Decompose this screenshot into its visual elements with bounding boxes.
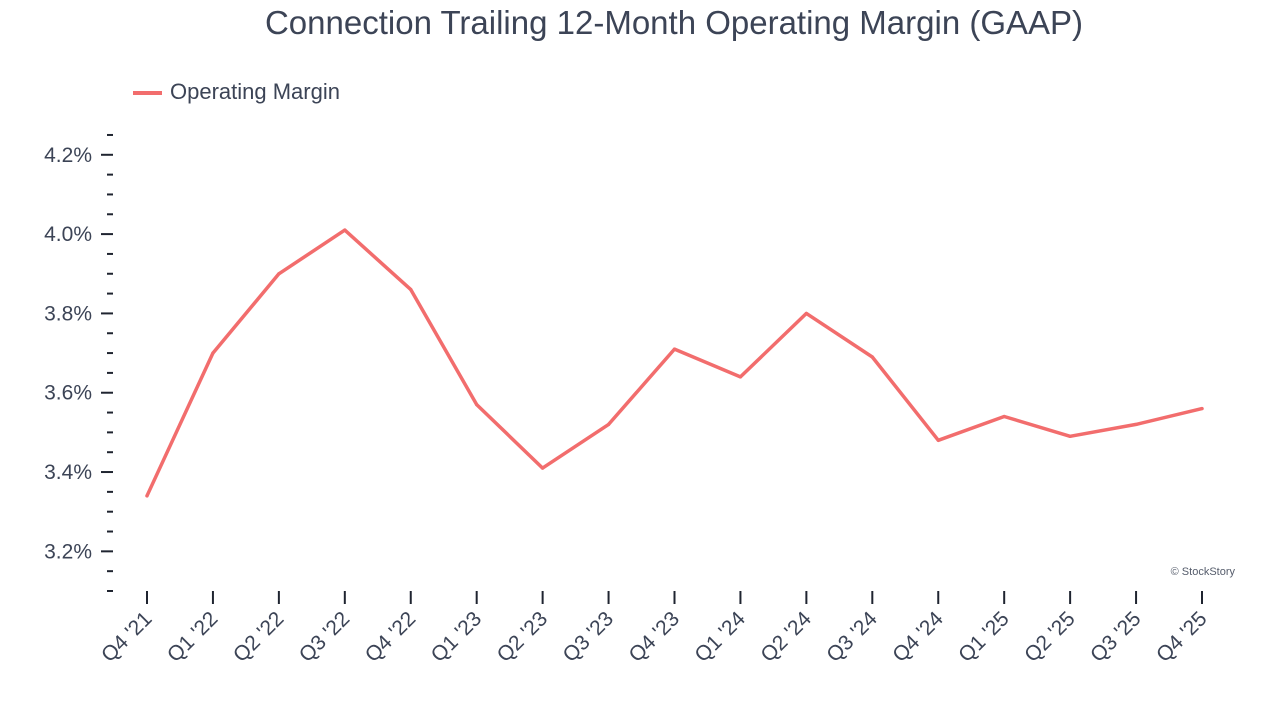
- x-tick-label: Q4 '22: [361, 607, 421, 667]
- data-point: [936, 438, 940, 442]
- legend-label-operating-margin: Operating Margin: [170, 79, 340, 104]
- x-tick-label: Q4 '24: [888, 607, 948, 667]
- x-tick-label: Q4 '25: [1152, 607, 1212, 667]
- data-point: [343, 228, 347, 232]
- legend: Operating Margin: [133, 79, 340, 104]
- data-point: [475, 403, 479, 407]
- y-axis: 3.2% 3.4% 3.6% 3.8% 4.0% 4.2%: [44, 133, 113, 592]
- data-point: [870, 355, 874, 359]
- x-tick-label: Q3 '25: [1086, 607, 1146, 667]
- data-point: [277, 272, 281, 276]
- x-tick-label: Q3 '22: [295, 607, 355, 667]
- series-line-operating-margin: [145, 228, 1204, 498]
- data-point: [145, 494, 149, 498]
- credit-label: © StockStory: [1171, 566, 1236, 578]
- x-tick-label: Q2 '25: [1020, 607, 1080, 667]
- y-tick-label: 3.8%: [44, 302, 92, 325]
- x-tick-label: Q4 '23: [624, 607, 684, 667]
- x-tick-label: Q2 '22: [229, 607, 289, 667]
- data-point: [211, 351, 215, 355]
- x-tick-label: Q2 '24: [756, 607, 816, 667]
- x-tick-label: Q1 '22: [163, 607, 223, 667]
- x-tick-label: Q2 '23: [493, 607, 553, 667]
- data-point: [1134, 422, 1138, 427]
- data-point: [409, 288, 413, 292]
- data-point: [1002, 414, 1006, 419]
- x-tick-label: Q1 '24: [690, 607, 750, 667]
- y-tick-label: 3.2%: [44, 540, 92, 563]
- x-tick-label: Q3 '24: [822, 607, 882, 667]
- data-point: [738, 375, 743, 379]
- data-point: [804, 311, 808, 316]
- data-point: [672, 347, 677, 351]
- series-layer: [145, 228, 1204, 498]
- y-tick-label: 4.2%: [44, 144, 92, 167]
- x-tick-label: Q1 '25: [954, 607, 1014, 667]
- x-tick-label: Q1 '23: [427, 607, 487, 667]
- data-point: [541, 466, 545, 470]
- data-point: [1200, 406, 1204, 411]
- chart-title: Connection Trailing 12-Month Operating M…: [265, 4, 1083, 41]
- data-point: [606, 422, 611, 427]
- y-tick-label: 3.6%: [44, 382, 92, 405]
- data-point: [1068, 434, 1072, 438]
- x-tick-label: Q3 '23: [559, 607, 619, 667]
- y-tick-label: 4.0%: [44, 223, 92, 246]
- x-tick-label: Q4 '21: [97, 607, 157, 667]
- x-axis: Q4 '21 Q1 '22 Q2 '22 Q3 '22 Q4 '22 Q1 '23 Q2 '…: [97, 591, 1212, 667]
- y-tick-label: 3.4%: [44, 461, 92, 484]
